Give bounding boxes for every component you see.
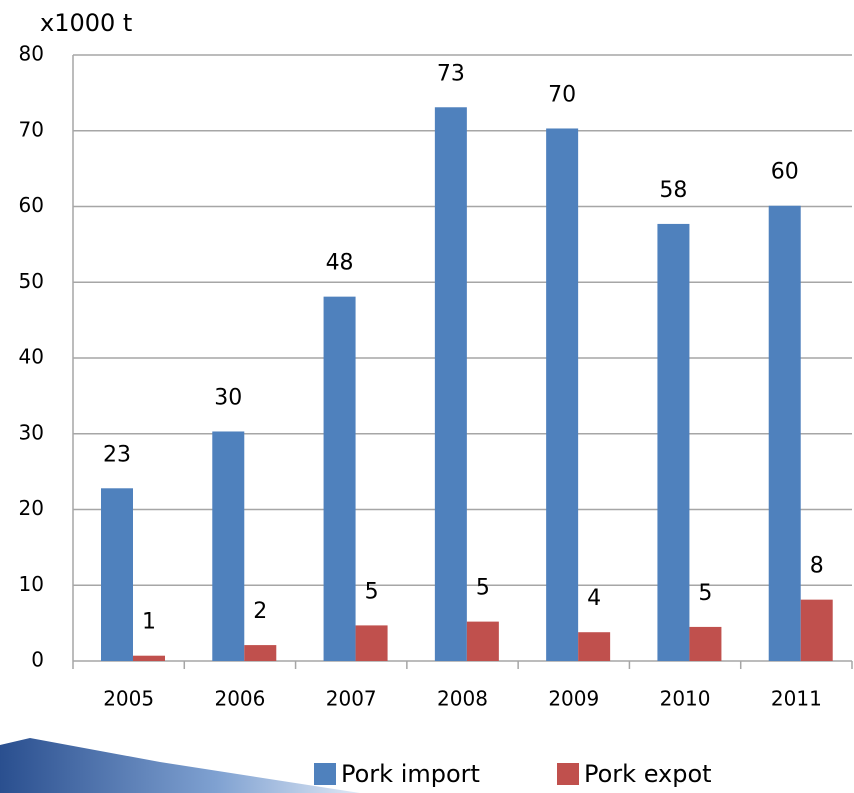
data-label: 5 [365, 579, 379, 604]
bar [466, 621, 499, 661]
y-tick-label: 10 [19, 572, 44, 596]
legend-label: Pork import [341, 760, 480, 788]
bar [101, 488, 133, 661]
data-label: 1 [142, 610, 156, 635]
y-tick-label: 30 [19, 420, 44, 444]
data-label: 73 [437, 61, 465, 86]
bar [546, 128, 579, 662]
y-tick-label: 60 [19, 193, 44, 217]
legend-swatch [314, 763, 336, 785]
y-tick-label: 70 [19, 117, 44, 141]
bar [689, 626, 722, 661]
data-label: 48 [326, 251, 354, 276]
data-label: 5 [698, 581, 712, 606]
data-label: 4 [587, 586, 601, 611]
y-tick-label: 0 [31, 648, 44, 672]
bar [768, 205, 801, 661]
bar [434, 107, 467, 661]
x-tick-label: 2008 [437, 687, 488, 711]
legend-label: Pork expot [584, 760, 712, 788]
bar [800, 599, 833, 661]
data-label: 70 [548, 82, 576, 107]
x-tick-label: 2011 [771, 687, 822, 711]
bar [133, 655, 165, 661]
x-tick-label: 2007 [326, 687, 377, 711]
bar [657, 223, 690, 662]
y-tick-label: 80 [19, 42, 44, 66]
bar [244, 645, 277, 661]
x-tick-label: 2010 [660, 687, 711, 711]
unit-label: x1000 t [40, 9, 132, 37]
data-label: 23 [103, 442, 131, 467]
data-label: 58 [659, 178, 687, 203]
y-tick-label: 40 [19, 345, 44, 369]
x-tick-label: 2005 [103, 687, 154, 711]
bar [212, 431, 245, 661]
x-tick-label: 2009 [548, 687, 599, 711]
data-label: 8 [810, 554, 824, 579]
bar [323, 296, 356, 661]
data-label: 30 [214, 385, 242, 410]
x-tick-label: 2006 [214, 687, 265, 711]
data-label: 5 [476, 576, 490, 601]
data-label: 60 [771, 160, 799, 185]
y-tick-label: 20 [19, 496, 44, 520]
legend-swatch [557, 763, 579, 785]
data-label: 2 [253, 599, 267, 624]
decoration [0, 738, 360, 793]
bar [578, 632, 611, 661]
y-tick-label: 50 [19, 269, 44, 293]
bar [355, 625, 388, 661]
